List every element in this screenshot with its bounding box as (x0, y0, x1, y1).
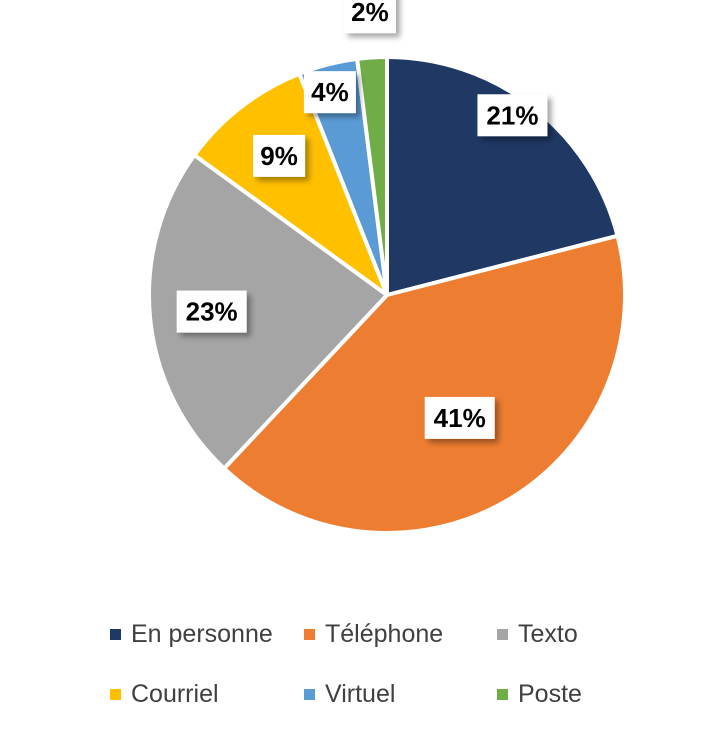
legend-item-courriel: Courriel (110, 680, 219, 709)
legend-swatch-virtuel (304, 689, 315, 700)
legend-item-en-personne: En personne (110, 620, 273, 649)
legend-label-texto: Texto (518, 620, 578, 648)
legend-item-texto: Texto (497, 620, 578, 649)
data-label-text-en-personne: 21% (486, 100, 538, 130)
legend-label-virtuel: Virtuel (325, 680, 396, 708)
data-label-box-en-personne (477, 94, 548, 137)
legend-label-en-personne: En personne (131, 620, 273, 648)
legend-swatch-en-personne (110, 629, 121, 640)
legend-label-courriel: Courriel (131, 680, 219, 708)
data-label-text-texto: 23% (186, 297, 238, 327)
data-label-text-telephone: 41% (434, 403, 486, 433)
data-label-box-poste (343, 0, 396, 34)
data-label-box-virtuel (303, 71, 356, 114)
pie-slice-poste (355, 55, 389, 297)
legend-swatch-texto (497, 629, 508, 640)
data-label-en-personne: 21% (477, 94, 548, 137)
pie-slice-telephone (222, 233, 627, 535)
pie-slice-texto (147, 153, 389, 471)
data-label-box-texto (176, 290, 247, 333)
legend-item-telephone: Téléphone (304, 620, 443, 649)
data-label-virtuel: 4% (303, 71, 356, 114)
legend-swatch-courriel (110, 689, 121, 700)
legend-item-poste: Poste (497, 680, 582, 709)
data-label-poste: 2% (343, 0, 396, 34)
legend-label-telephone: Téléphone (325, 620, 444, 648)
data-label-box-telephone (424, 396, 495, 439)
data-label-box-courriel (253, 134, 306, 177)
data-label-text-poste: 2% (351, 0, 389, 27)
data-label-texto: 23% (176, 290, 247, 333)
data-label-text-courriel: 9% (260, 141, 298, 171)
data-label-telephone: 41% (424, 396, 495, 439)
legend-item-virtuel: Virtuel (304, 680, 395, 709)
pie-slice-courriel (192, 71, 389, 297)
data-label-courriel: 9% (253, 134, 306, 177)
legend-label-poste: Poste (518, 680, 582, 708)
legend-swatch-poste (497, 689, 508, 700)
data-label-text-virtuel: 4% (311, 77, 349, 107)
legend-swatch-telephone (304, 629, 315, 640)
